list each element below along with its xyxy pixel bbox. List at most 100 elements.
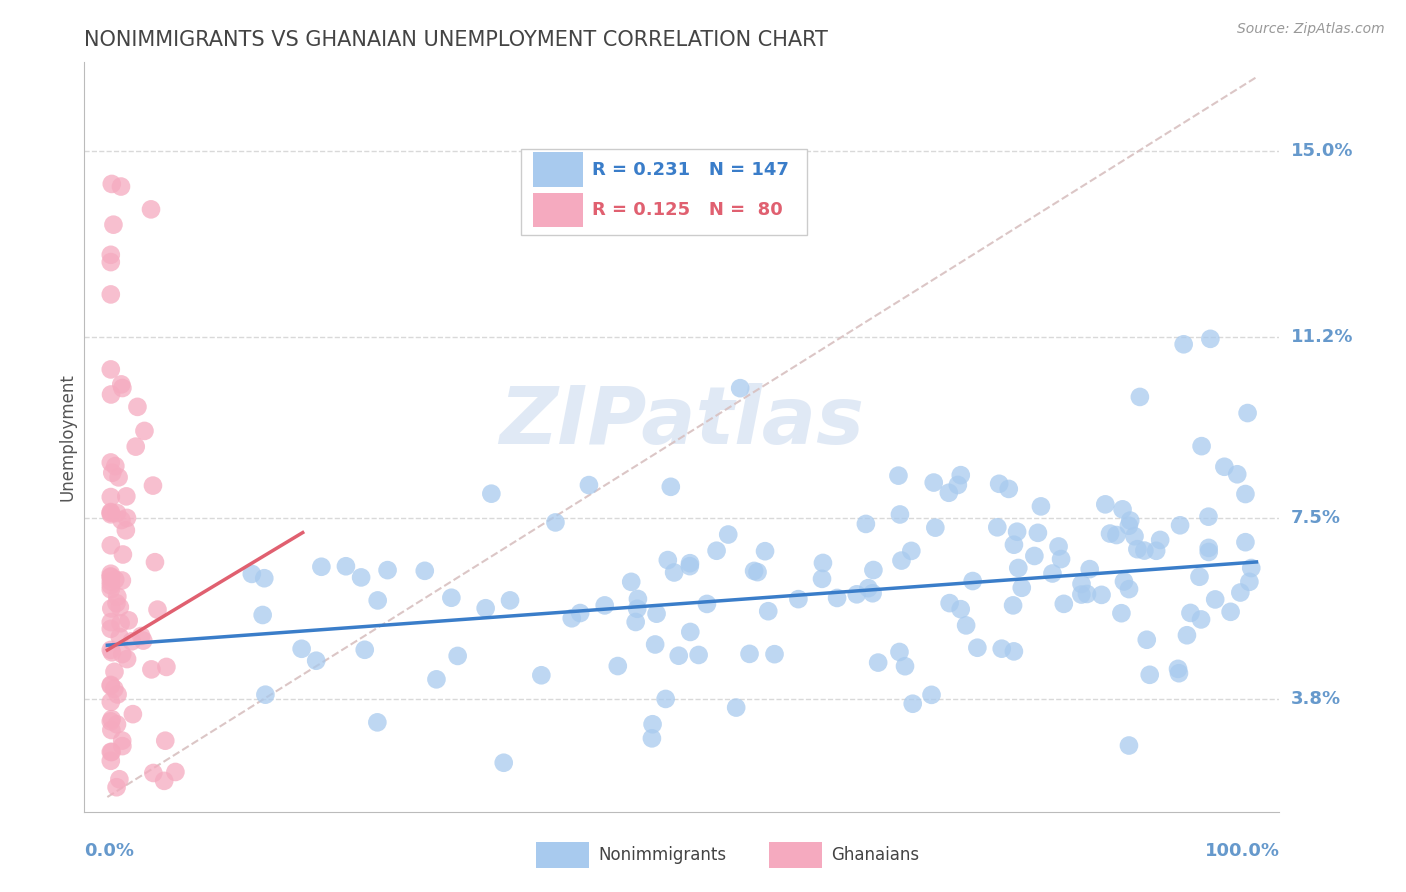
Point [1118,582,1140,596]
Point [901,697,924,711]
Point [100,714,122,729]
Text: 7.5%: 7.5% [1291,508,1340,527]
Point [668,648,690,663]
Point [738,647,761,661]
Point [103,665,125,679]
Point [100,574,122,589]
Point [1002,644,1025,658]
Point [1070,577,1092,591]
Point [132,633,155,648]
Point [1133,543,1156,558]
Point [787,592,810,607]
Point [620,574,643,589]
Point [111,739,134,753]
Point [1129,390,1152,404]
Point [1198,541,1220,555]
Point [107,688,129,702]
Point [662,566,685,580]
Point [1199,332,1222,346]
Point [108,600,131,615]
Point [121,634,143,648]
Point [1119,514,1142,528]
Point [107,470,129,484]
Point [679,559,702,574]
Point [115,489,138,503]
Point [1188,570,1211,584]
Text: Ghanaians: Ghanaians [831,847,920,864]
Point [1026,525,1049,540]
Point [728,381,751,395]
Point [858,581,880,595]
Point [1112,574,1135,589]
Point [1191,439,1213,453]
Point [100,582,122,597]
Point [1173,337,1195,351]
Point [115,511,138,525]
Point [966,640,988,655]
Text: R = 0.231   N = 147: R = 0.231 N = 147 [592,161,789,178]
Point [100,255,122,269]
Point [474,601,496,615]
Point [305,654,328,668]
Point [110,513,132,527]
Point [110,616,132,631]
Point [1168,666,1191,681]
Point [1144,543,1167,558]
Point [1070,588,1092,602]
Point [962,574,984,588]
Point [143,555,166,569]
Point [100,538,122,552]
Point [100,387,122,401]
Point [129,629,152,643]
Point [253,571,276,585]
Text: R = 0.125   N =  80: R = 0.125 N = 80 [592,201,783,219]
Point [101,645,124,659]
Point [986,520,1008,534]
Point [624,615,647,629]
Point [825,591,848,605]
Point [101,177,124,191]
Point [641,731,664,746]
Point [845,587,868,601]
Point [118,613,141,627]
Text: 100.0%: 100.0% [1205,842,1279,860]
Point [155,660,177,674]
Point [659,480,682,494]
Point [569,606,592,620]
Point [1234,487,1257,501]
Point [1098,526,1121,541]
Point [111,647,134,661]
Point [153,773,176,788]
Point [1139,668,1161,682]
FancyBboxPatch shape [520,149,807,235]
Text: 0.0%: 0.0% [84,842,135,860]
Point [747,565,769,579]
Point [990,641,1012,656]
Point [696,597,718,611]
Point [924,521,946,535]
Text: 3.8%: 3.8% [1291,690,1341,708]
Point [1076,587,1098,601]
Point [1007,561,1029,575]
Text: 15.0%: 15.0% [1291,142,1353,160]
Point [644,638,666,652]
Point [938,485,960,500]
Point [1149,533,1171,547]
Text: Source: ZipAtlas.com: Source: ZipAtlas.com [1237,22,1385,37]
Point [413,564,436,578]
Point [862,563,884,577]
Point [115,524,138,538]
Point [1005,524,1028,539]
Point [100,678,122,692]
Point [900,544,922,558]
Point [100,723,122,737]
Point [1219,605,1241,619]
Point [1136,632,1159,647]
Point [100,490,122,504]
Point [1050,552,1073,566]
Point [654,692,676,706]
Point [889,508,911,522]
Point [100,615,122,629]
Point [949,468,972,483]
Point [440,591,463,605]
